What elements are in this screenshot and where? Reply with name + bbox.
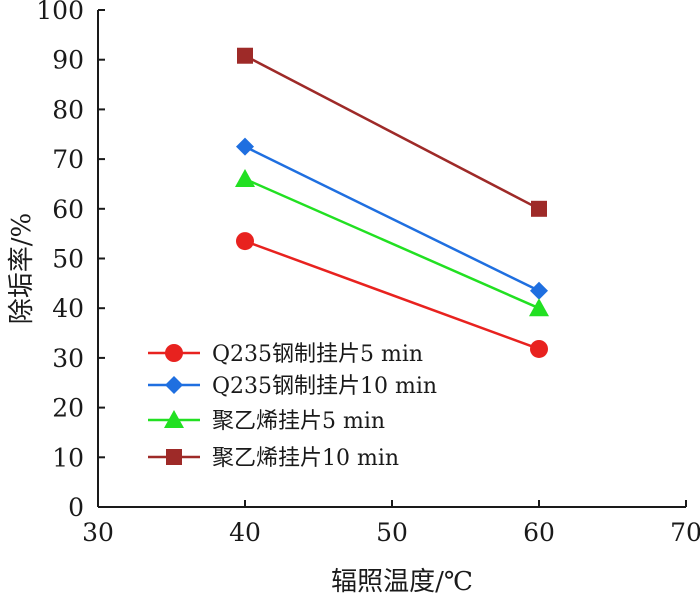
x-tick-label: 50: [376, 518, 408, 547]
legend-label-3: 聚乙烯挂片5 min: [212, 409, 385, 434]
data-point-series-3: [235, 168, 255, 187]
y-tick-label: 50: [52, 245, 84, 274]
data-point-series-3: [529, 298, 549, 317]
x-tick-label: 30: [82, 518, 114, 547]
series-line-3: [244, 177, 540, 310]
y-tick-label: 90: [52, 46, 84, 75]
y-tick-label: 40: [52, 294, 84, 323]
legend-marker-2: [165, 376, 183, 394]
x-axis-title: 辐照温度/℃: [331, 567, 473, 597]
x-tick-label: 60: [523, 518, 555, 547]
x-tick-label: 40: [229, 518, 261, 547]
y-tick-label: 80: [52, 95, 84, 124]
x-tick-label: 70: [670, 518, 700, 547]
y-tick-label: 30: [52, 344, 84, 373]
series-line-2: [244, 145, 540, 292]
y-tick-label: 10: [52, 443, 84, 472]
legend-marker-1: [165, 344, 183, 362]
data-point-series-2: [236, 137, 254, 156]
data-point-series-1: [530, 339, 548, 358]
data-point-series-4: [237, 47, 253, 64]
data-point-series-2: [530, 281, 548, 300]
legend-marker-4: [166, 449, 182, 465]
y-tick-label: 20: [52, 394, 84, 423]
y-axis-title: 除垢率/%: [7, 213, 37, 324]
y-tick-label: 60: [52, 195, 84, 224]
legend-label-2: Q235钢制挂片10 min: [212, 374, 437, 399]
y-tick-label: 100: [36, 0, 84, 25]
series-line-1: [244, 239, 540, 351]
legend-marker-3: [164, 410, 184, 428]
legend-label-1: Q235钢制挂片5 min: [212, 342, 423, 367]
legend-label-4: 聚乙烯挂片10 min: [212, 446, 399, 471]
series-line-4: [244, 54, 540, 210]
data-point-series-1: [236, 232, 254, 251]
y-tick-label: 70: [52, 145, 84, 174]
y-tick-label: 0: [68, 493, 84, 522]
data-point-series-4: [531, 200, 547, 217]
